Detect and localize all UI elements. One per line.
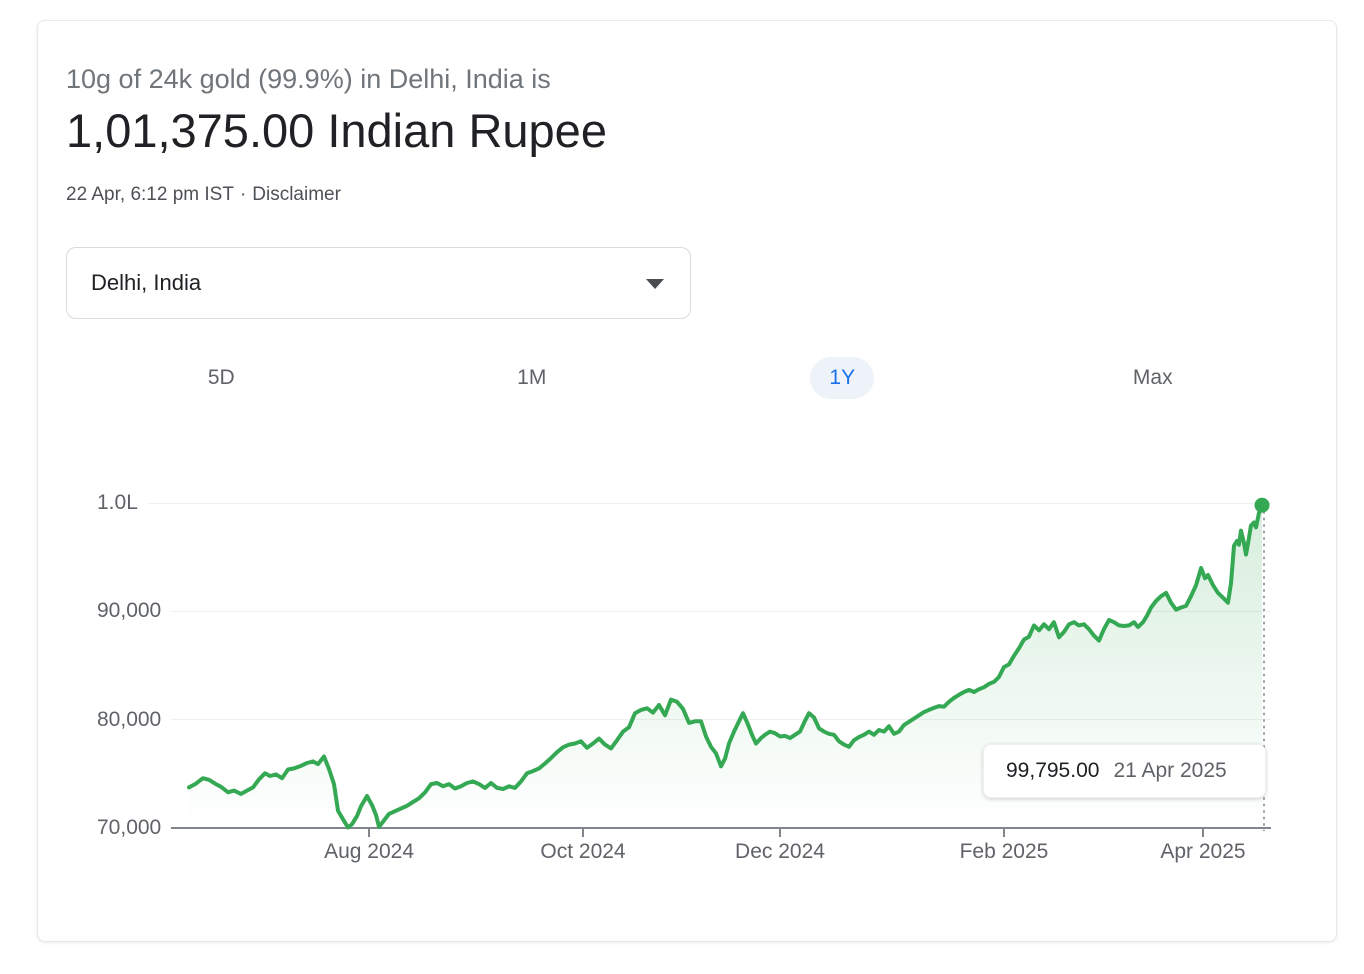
tab-1y[interactable]: 1Y	[810, 357, 875, 399]
x-axis-tick-feb	[1002, 829, 1005, 837]
x-axis-label-dec-2024: Dec 2024	[735, 840, 825, 863]
gridline-90k	[171, 610, 1271, 612]
y-axis-label-100k: 1.0L	[97, 491, 138, 514]
x-axis-label-oct-2024: Oct 2024	[540, 840, 626, 863]
price-meta-line: 22 Apr, 6:12 pm IST · Disclaimer	[66, 182, 1308, 208]
x-axis-label-feb-2025: Feb 2025	[959, 840, 1049, 863]
y-axis-label-70k: 70,000	[97, 816, 162, 839]
gridline-row-70k-axis: 70,000	[97, 814, 1271, 842]
x-axis-tick-dec	[779, 829, 781, 837]
tab-5d[interactable]: 5D	[189, 357, 254, 399]
time-range-tabs: 5D 1M 1Y Max	[66, 356, 1308, 400]
tooltip-price: 99,795.00	[1006, 759, 1100, 782]
tooltip-date: 21 Apr 2025	[1113, 759, 1227, 782]
tab-max[interactable]: Max	[1114, 357, 1192, 399]
x-axis-tick-apr	[1201, 829, 1204, 837]
x-axis-label-aug-2024: Aug 2024	[324, 840, 415, 863]
location-dropdown[interactable]: Delhi, India	[66, 247, 691, 319]
y-axis-label-90k: 90,000	[97, 599, 162, 623]
gold-price-widget: 10g of 24k gold (99.9%) in Delhi, India …	[37, 20, 1337, 942]
x-axis-tick-aug	[368, 829, 371, 837]
tab-cell-max: Max	[998, 356, 1309, 400]
widget-subtitle: 10g of 24k gold (99.9%) in Delhi, India …	[66, 64, 551, 94]
tab-cell-1m: 1M	[377, 356, 688, 400]
gridline-row-80k: 80,000	[97, 706, 1271, 734]
current-price: 1,01,375.00 Indian Rupee	[66, 104, 607, 157]
tab-cell-5d: 5D	[66, 356, 377, 400]
gridline-row-90k: 90,000	[97, 597, 1271, 625]
y-axis-label-80k: 80,000	[97, 707, 162, 731]
disclaimer-link[interactable]: Disclaimer	[252, 184, 341, 205]
x-axis-tick-oct	[582, 829, 584, 837]
meta-separator: ·	[239, 184, 247, 205]
location-dropdown-value: Delhi, India	[91, 270, 202, 295]
gridline-80k	[171, 719, 1271, 721]
chart-tooltip: 99,795.00 21 Apr 2025	[983, 744, 1266, 798]
price-chart-area[interactable]: 1.0L 90,000 80,000 70,000 Aug 2024 Oct 2…	[66, 437, 1310, 917]
chevron-down-icon	[646, 279, 664, 289]
price-timestamp: 22 Apr, 6:12 pm IST	[66, 184, 234, 205]
tab-cell-1y: 1Y	[687, 356, 998, 400]
gridline-100k	[147, 502, 1271, 504]
x-axis-label-apr-2025: Apr 2025	[1160, 840, 1246, 863]
gridline-row-100k: 1.0L	[97, 489, 1271, 517]
tab-1m[interactable]: 1M	[498, 357, 565, 399]
x-axis-baseline	[171, 827, 1271, 829]
